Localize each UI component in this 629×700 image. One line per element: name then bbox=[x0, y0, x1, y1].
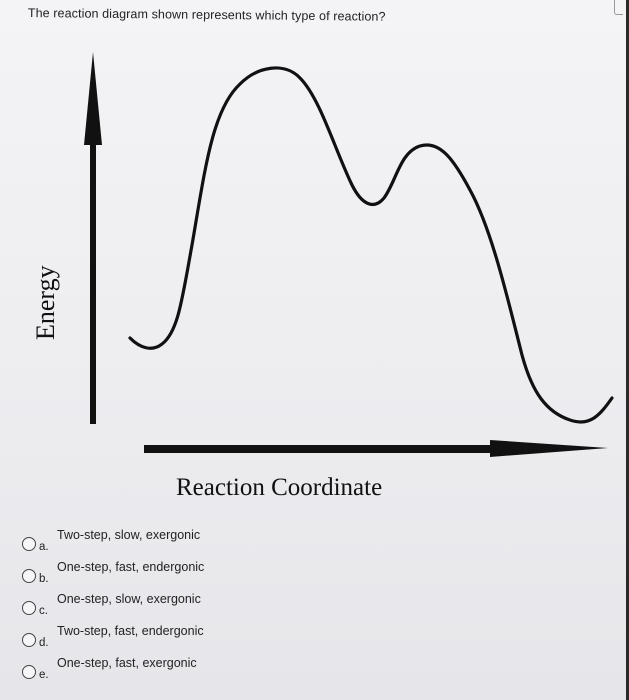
option-letter: a. bbox=[39, 541, 49, 553]
y-axis-line bbox=[90, 140, 96, 424]
option-label: One-step, fast, endergonic bbox=[57, 560, 205, 574]
window-edge bbox=[626, 0, 629, 700]
option-letter: e. bbox=[39, 669, 49, 681]
reaction-curve bbox=[128, 66, 614, 424]
x-axis-label: Reaction Coordinate bbox=[176, 474, 383, 501]
radio-button-e[interactable] bbox=[22, 665, 36, 679]
radio-button-d[interactable] bbox=[22, 633, 36, 647]
option-letter: c. bbox=[39, 605, 48, 617]
radio-button-b[interactable] bbox=[22, 569, 36, 583]
radio-button-c[interactable] bbox=[22, 601, 36, 615]
energy-diagram: Energy bbox=[31, 52, 614, 457]
radio-button-a[interactable] bbox=[22, 537, 36, 551]
option-label: One-step, slow, exergonic bbox=[57, 592, 201, 606]
option-b[interactable]: b. One-step, fast, endergonic bbox=[22, 554, 322, 585]
y-axis-label: Energy bbox=[31, 265, 60, 340]
y-axis-arrowhead bbox=[84, 52, 102, 145]
option-label: One-step, fast, exergonic bbox=[57, 656, 197, 670]
corner-bracket bbox=[614, 0, 623, 15]
option-a[interactable]: a. Two-step, slow, exergonic bbox=[22, 522, 322, 553]
option-d[interactable]: d. Two-step, fast, endergonic bbox=[22, 618, 322, 649]
option-label: Two-step, fast, endergonic bbox=[57, 624, 204, 638]
x-axis-arrowhead bbox=[490, 440, 608, 457]
option-letter: d. bbox=[39, 637, 49, 649]
option-e[interactable]: e. One-step, fast, exergonic bbox=[22, 650, 322, 681]
option-c[interactable]: c. One-step, slow, exergonic bbox=[22, 586, 322, 617]
option-label: Two-step, slow, exergonic bbox=[57, 528, 201, 542]
option-letter: b. bbox=[39, 573, 49, 585]
x-axis-line bbox=[144, 445, 500, 453]
